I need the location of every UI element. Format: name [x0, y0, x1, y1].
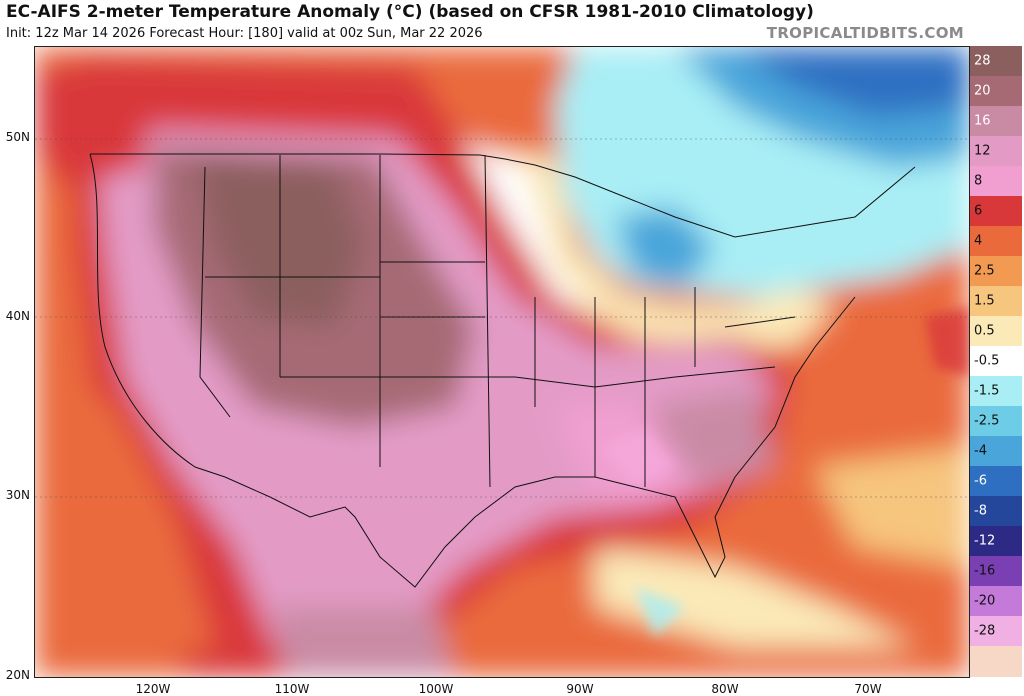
colorbar-swatch [970, 196, 1022, 227]
colorbar-swatch [970, 46, 1022, 77]
colorbar-swatch [970, 466, 1022, 497]
lon-label-80w: 80W [711, 682, 739, 696]
brand-logo-text[interactable]: TROPICALTIDBITS.COM [766, 24, 964, 42]
lat-label-50n: 50N [5, 130, 30, 144]
lon-label-90w: 90W [566, 682, 594, 696]
colorbar-label: -16 [974, 563, 996, 579]
political-boundaries [89, 153, 916, 588]
colorbar-label: 8 [974, 173, 983, 189]
lon-label-70w: 70W [854, 682, 882, 696]
colorbar-swatch [970, 76, 1022, 107]
colorbar-label: -6 [974, 473, 987, 489]
lat-label-40n: 40N [5, 309, 30, 323]
colorbar-label: -28 [974, 623, 996, 639]
colorbar-swatch [970, 226, 1022, 257]
anomaly-detail [600, 307, 969, 637]
colorbar-label: 2.5 [974, 263, 995, 279]
lon-label-120w: 120W [135, 682, 171, 696]
colorbar-swatch [970, 106, 1022, 137]
colorbar-label: -1.5 [974, 383, 1000, 399]
colorbar-swatch [970, 496, 1022, 527]
anomaly-field [35, 47, 969, 677]
map-subtitle: Init: 12z Mar 14 2026 Forecast Hour: [18… [6, 26, 483, 41]
colorbar-swatch [970, 346, 1022, 377]
colorbar-label: 1.5 [974, 293, 995, 309]
colorbar-label: -8 [974, 503, 987, 519]
colorbar-swatch [970, 586, 1022, 617]
lat-label-20n: 20N [5, 668, 30, 682]
colorbar-label: 16 [974, 113, 991, 129]
map-canvas [35, 47, 969, 677]
colorbar-label: 20 [974, 83, 991, 99]
colorbar-label: -4 [974, 443, 987, 459]
anomaly-map [34, 46, 970, 678]
colorbar-swatch [970, 526, 1022, 557]
colorbar-swatch [970, 256, 1022, 287]
colorbar-label: -12 [974, 533, 996, 549]
colorbar-swatch [970, 286, 1022, 317]
lon-label-110w: 110W [274, 682, 310, 696]
colorbar-swatch [970, 406, 1022, 437]
colorbar-label: -20 [974, 593, 996, 609]
colorbar-swatch [970, 376, 1022, 407]
lat-label-30n: 30N [5, 488, 30, 502]
colorbar-label: 6 [974, 203, 983, 219]
header: EC-AIFS 2-meter Temperature Anomaly (°C)… [6, 2, 1016, 42]
colorbar-label: -0.5 [974, 353, 1000, 369]
colorbar-swatch [970, 166, 1022, 197]
colorbar-swatch [970, 556, 1022, 587]
colorbar-label: 4 [974, 233, 983, 249]
colorbar-swatch [970, 436, 1022, 467]
colorbar-swatch [970, 616, 1022, 647]
colorbar-swatch [970, 136, 1022, 167]
map-title: EC-AIFS 2-meter Temperature Anomaly (°C)… [6, 2, 814, 22]
colorbar-swatch [970, 316, 1022, 347]
graticule [35, 138, 969, 498]
colorbar-swatch [970, 646, 1022, 677]
colorbar-label: 28 [974, 53, 991, 69]
colorbar-label: 12 [974, 143, 991, 159]
colorbar-label: 0.5 [974, 323, 995, 339]
colorbar-label: -2.5 [974, 413, 1000, 429]
lon-label-100w: 100W [418, 682, 454, 696]
colorbar-legend: 28 20 16 12 8 6 4 2.5 1.5 0.5 -0.5 -1.5 -2.5 -4 -6 -8 -1… [970, 46, 1022, 677]
